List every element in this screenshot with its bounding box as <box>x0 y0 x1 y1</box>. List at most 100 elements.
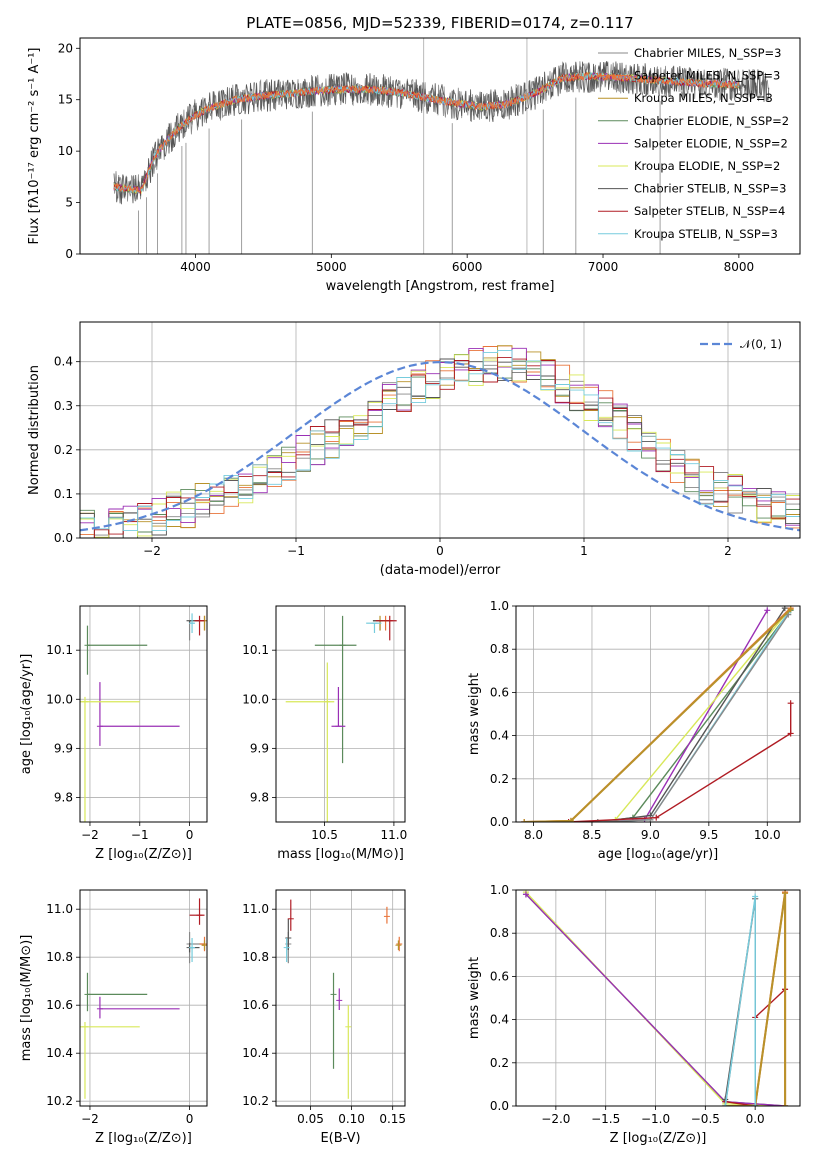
legend-normal: 𝒩(0, 1) <box>700 337 782 351</box>
plot-area-mass-weight-vs-Z <box>522 890 789 1106</box>
weight-marker <box>787 730 794 737</box>
axes-mass-vs-ebv: 0.05 0.10 0.15 10.2 10.4 10.6 10.8 11.0 E(B-V) <box>242 890 406 1146</box>
tick-label-x: 9.5 <box>699 828 718 842</box>
tick-label-y: 0.2 <box>54 443 73 457</box>
axes-mass-weight-vs-Z: −2.0 −1.5 −1.0 −0.5 0.0 0.0 0.2 0.4 0.6 0.8 1.0 Z [… <box>467 883 800 1146</box>
tick-label-x: −1 <box>131 828 149 842</box>
tick-label-x: −2.0 <box>541 1112 570 1126</box>
weight-series-4 <box>597 609 768 822</box>
axes-age-vs-Z: −2 −1 0 9.8 9.9 10.0 10.1 Z [log₁₀(Z/Z⊙)] age [l… <box>19 606 207 862</box>
tick-label-y: 0.0 <box>54 531 73 545</box>
tick-label-y: 0 <box>65 247 73 261</box>
axes-spectrum: 4000 5000 6000 7000 8000 0 5 10 15 20 wavelength [… <box>27 41 754 294</box>
axes-mass-vs-Z: −2 0 10.2 10.4 10.6 10.8 11.0 Z [log₁₀(Z/Z⊙)] ma… <box>19 890 207 1146</box>
x-axis-label: Z [log₁₀(Z/Z⊙)] <box>95 847 192 862</box>
axes-frame-spectrum <box>79 37 801 255</box>
tick-label-y: 10.2 <box>46 1094 73 1108</box>
legend-label: Salpeter STELIB, N_SSP=4 <box>634 204 785 218</box>
legend: Chabrier MILES, N_SSP=3 Salpeter MILES, N… <box>598 46 789 241</box>
axes-frame-age-vs-Z <box>79 605 208 823</box>
y-axis-label: Normed distribution <box>27 365 42 495</box>
tick-label-y: 0.0 <box>490 1099 509 1113</box>
histogram-series-6 <box>80 358 800 538</box>
tick-label-x: 5000 <box>316 260 347 274</box>
weight-marker <box>782 890 789 897</box>
tick-label-y: 0.6 <box>490 969 509 983</box>
tick-label-x: 9.0 <box>641 828 660 842</box>
tick-label-x: 0.10 <box>338 1112 365 1126</box>
y-axis-label: mass weight <box>467 957 482 1039</box>
y-axis-label: mass [log₁₀(M/M⊙)] <box>19 935 34 1062</box>
legend-label: Kroupa MILES, N_SSP=3 <box>634 91 773 105</box>
tick-label-x: 7000 <box>588 260 619 274</box>
tick-label-y: 9.9 <box>54 741 73 755</box>
tick-label-y: 0.1 <box>54 487 73 501</box>
histogram-series-8 <box>80 349 800 531</box>
weight-marker <box>522 891 529 898</box>
tick-label-y: 10.2 <box>242 1094 269 1108</box>
tick-label-x: 10.5 <box>311 828 338 842</box>
x-axis-label: mass [log₁₀(M/M⊙)] <box>277 847 404 862</box>
tick-label-x: 10.0 <box>754 828 781 842</box>
axes-mass-weight-vs-age: 8.0 8.5 9.0 9.5 10.0 0.0 0.2 0.4 0.6 0.8 1.0 age [l… <box>467 599 800 862</box>
plot-area-mass-vs-Z <box>80 898 207 1099</box>
y-axis-label: mass weight <box>467 673 482 755</box>
tick-label-y: 0.4 <box>490 1013 509 1027</box>
histogram-series-7 <box>80 356 800 538</box>
tick-label-y: 15 <box>58 93 73 107</box>
axes-age-vs-mass: 10.5 11.0 9.8 9.9 10.0 10.1 mass [log₁₀(M/M⊙)] <box>242 606 407 862</box>
tick-label-x: −2 <box>81 1112 99 1126</box>
x-axis-label: age [log₁₀(age/yr)] <box>598 847 719 862</box>
legend-label: Kroupa ELODIE, N_SSP=2 <box>634 159 780 173</box>
plot-area-age-vs-mass <box>285 615 397 822</box>
tick-label-y: 9.9 <box>250 741 269 755</box>
tick-label-x: 2 <box>724 544 732 558</box>
weight-marker <box>752 1103 759 1106</box>
tick-label-x: 0.0 <box>746 1112 765 1126</box>
weight-marker <box>782 1103 789 1106</box>
tick-label-x: −2 <box>81 828 99 842</box>
axes-frame-mass-vs-Z <box>79 889 208 1107</box>
tick-label-y: 10.4 <box>242 1046 269 1060</box>
weight-series-1 <box>524 607 792 822</box>
tick-label-y: 9.8 <box>250 790 269 804</box>
tick-label-y: 20 <box>58 41 73 55</box>
tick-label-x: 8.0 <box>524 828 543 842</box>
tick-label-x: −0.5 <box>691 1112 720 1126</box>
tick-label-x: 8.5 <box>582 828 601 842</box>
weight-series-2 <box>725 893 787 1106</box>
axes-frame-mass-weight-vs-Z <box>515 889 801 1107</box>
weight-series-8 <box>724 896 756 1106</box>
weight-series-8 <box>597 612 789 822</box>
tick-label-y: 10.6 <box>46 998 73 1012</box>
tick-label-y: 10.1 <box>242 643 269 657</box>
x-axis-label: E(B-V) <box>320 1131 360 1146</box>
x-axis-label: Z [log₁₀(Z/Z⊙)] <box>610 1131 707 1146</box>
weight-marker <box>567 817 574 822</box>
weight-series-5 <box>597 607 792 822</box>
tick-label-y: 9.8 <box>54 790 73 804</box>
plot-area-mass-vs-ebv <box>283 899 403 1099</box>
x-axis-label: wavelength [Angstrom, rest frame] <box>326 279 555 294</box>
weight-marker <box>521 819 528 822</box>
weight-series-2 <box>524 608 792 822</box>
tick-label-y: 0.4 <box>54 355 73 369</box>
plot-area-mass-weight-vs-age <box>521 606 794 822</box>
legend-label: Chabrier STELIB, N_SSP=3 <box>634 182 786 196</box>
plot-area-spectrum <box>113 38 770 254</box>
axes-frame-residuals <box>79 321 801 539</box>
legend-label: Salpeter MILES, N_SSP=3 <box>634 69 780 83</box>
weight-marker <box>787 700 794 707</box>
tick-label-x: 11.0 <box>381 828 408 842</box>
y-axis-label: Flux [fλ10⁻¹⁷ erg cm⁻² s⁻¹ A⁻¹] <box>27 48 42 245</box>
tick-label-y: 10.1 <box>46 643 73 657</box>
tick-label-y: 1.0 <box>490 599 509 613</box>
chart-title: PLATE=0856, MJD=52339, FIBERID=0174, z=0… <box>246 14 633 32</box>
weight-marker <box>752 893 759 900</box>
tick-label-x: 0 <box>186 828 194 842</box>
tick-label-x: −1.0 <box>641 1112 670 1126</box>
tick-label-y: 0.3 <box>54 399 73 413</box>
tick-label-y: 0.8 <box>490 642 509 656</box>
